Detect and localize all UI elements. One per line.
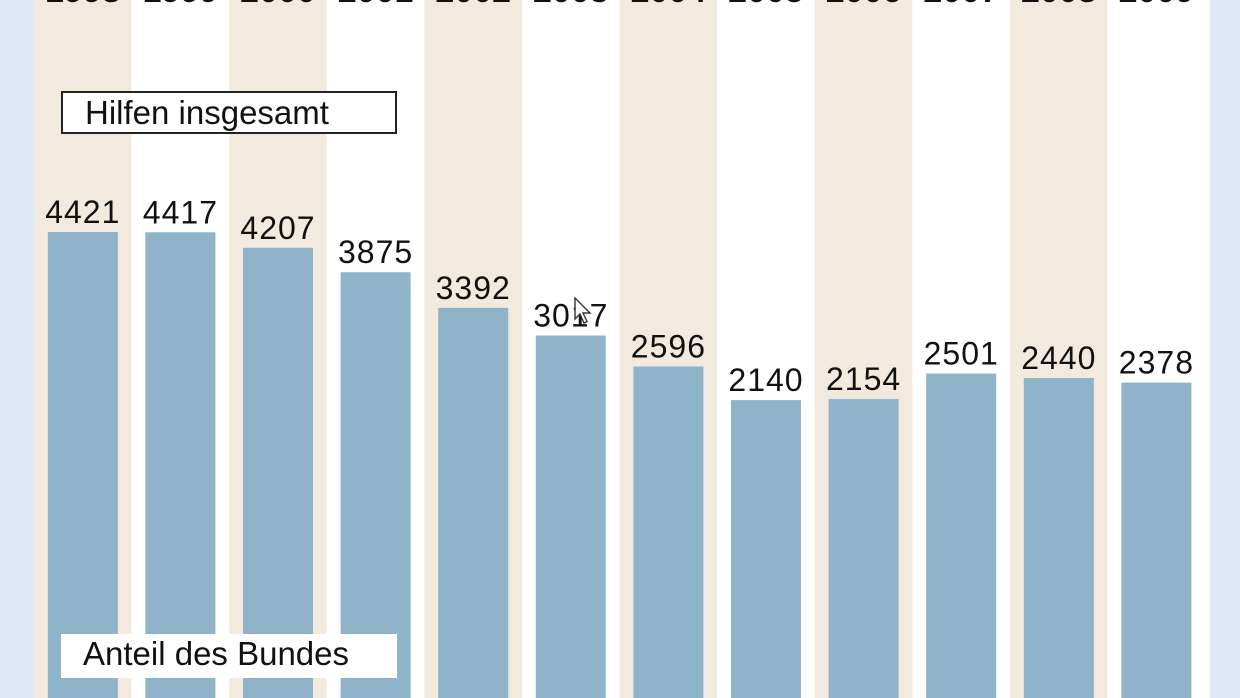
year-label: 2007	[923, 0, 999, 10]
bar	[535, 335, 606, 698]
bar	[340, 272, 411, 698]
year-label: 2005	[728, 0, 804, 10]
value-label: 3017	[533, 297, 608, 333]
bar	[633, 366, 704, 698]
year-label: 2002	[435, 0, 511, 10]
value-label: 2140	[728, 362, 803, 398]
legend-federal-share: Anteil des Bundes	[61, 634, 397, 678]
year-label: 2004	[631, 0, 707, 10]
year-label: 1999	[143, 0, 219, 10]
bar	[828, 399, 899, 698]
value-label: 2501	[924, 336, 999, 372]
year-label: 2006	[826, 0, 902, 10]
chart-panel: 1998 4421 1999 4417 2000 4207 2001 3875 2002 3392…	[34, 0, 1210, 698]
value-label: 2154	[826, 361, 901, 397]
bar	[47, 232, 118, 698]
year-label: 2003	[533, 0, 609, 10]
bar	[438, 307, 509, 698]
bar	[1121, 382, 1192, 698]
value-label: 3875	[338, 234, 413, 270]
legend-total-aid: Hilfen insgesamt	[61, 91, 397, 134]
year-label: 2008	[1021, 0, 1097, 10]
value-label: 2378	[1119, 345, 1194, 381]
mouse-cursor-icon	[574, 297, 592, 324]
bar	[926, 373, 997, 698]
year-label: 2001	[338, 0, 414, 10]
year-label: 1998	[45, 0, 121, 10]
value-label: 3392	[436, 270, 511, 306]
bar	[243, 247, 313, 698]
value-label: 4421	[45, 194, 120, 230]
value-label: 2596	[631, 329, 706, 365]
bar	[731, 400, 801, 698]
value-label: 2440	[1021, 340, 1096, 376]
year-label: 2009	[1119, 0, 1195, 10]
bar	[1023, 377, 1094, 698]
value-label: 4417	[143, 194, 218, 230]
year-label: 2000	[240, 0, 316, 10]
bar	[145, 232, 216, 698]
value-label: 4207	[240, 210, 315, 246]
